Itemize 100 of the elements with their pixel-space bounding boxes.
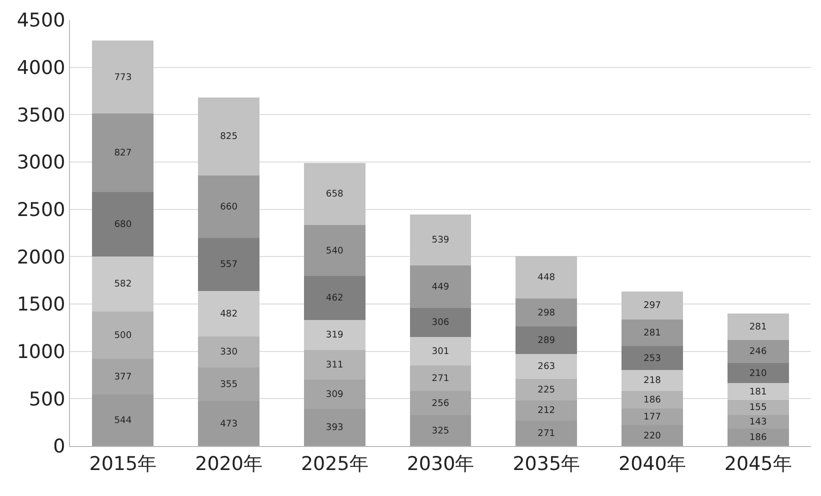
bar: [516, 354, 578, 379]
data-label: 473: [220, 419, 238, 430]
bar: [410, 308, 472, 337]
y-tick-label: 4000: [16, 56, 66, 79]
data-label: 827: [114, 148, 132, 159]
bar: [622, 320, 683, 346]
data-label: 773: [114, 72, 132, 83]
bar: [198, 290, 260, 336]
bar: [304, 350, 366, 380]
data-label: 500: [114, 330, 132, 341]
bar: [622, 390, 683, 408]
bar: [198, 238, 260, 291]
data-label: 271: [538, 428, 556, 439]
x-tick-label: 2015年: [89, 452, 157, 475]
x-tick-label: 2020年: [195, 452, 262, 475]
data-label: 298: [538, 308, 556, 318]
y-tick-label: 3500: [16, 104, 66, 126]
y-tick-label: 0: [53, 436, 66, 458]
data-label: 330: [220, 348, 238, 358]
data-label: 309: [326, 390, 344, 400]
data-label: 181: [749, 387, 767, 398]
data-label: 660: [220, 202, 238, 212]
y-tick-label: 3000: [16, 152, 66, 174]
data-label: 482: [220, 309, 238, 320]
x-tick-label: 2030年: [406, 452, 474, 475]
bar: [727, 363, 789, 384]
data-label: 263: [538, 362, 556, 372]
bar: [410, 336, 472, 366]
bar: [92, 311, 154, 359]
data-label: 289: [538, 336, 556, 346]
bar: [304, 225, 366, 276]
bar: [304, 162, 366, 226]
bar: [727, 383, 789, 400]
data-label: 253: [644, 354, 662, 364]
x-tick-label: 2025年: [300, 452, 368, 475]
bar: [410, 214, 472, 266]
bar: [516, 378, 578, 400]
bar: [727, 313, 789, 340]
y-tick-label: 1000: [16, 340, 66, 363]
bar: [198, 176, 260, 238]
data-label: 658: [326, 190, 344, 200]
bar: [304, 276, 366, 320]
data-label: 582: [114, 280, 132, 290]
data-label: 143: [749, 417, 767, 428]
data-label: 281: [749, 322, 767, 332]
x-tick-label: 2035年: [512, 452, 580, 475]
y-tick-label: 2500: [16, 198, 66, 221]
data-label: 393: [326, 423, 344, 434]
data-label: 325: [432, 426, 450, 436]
y-tick-label: 4500: [16, 10, 66, 32]
data-label: 186: [749, 432, 767, 443]
bar: [92, 256, 154, 312]
data-label: 297: [644, 301, 662, 312]
bar: [410, 365, 472, 391]
bar: [92, 114, 154, 192]
data-label: 186: [644, 395, 662, 406]
data-label: 544: [114, 416, 132, 426]
data-label: 212: [538, 406, 556, 416]
bar: [622, 370, 683, 391]
data-label: 301: [432, 346, 450, 357]
data-label: 306: [432, 318, 450, 328]
data-label: 449: [432, 282, 450, 292]
bar: [622, 346, 683, 370]
data-label: 281: [644, 328, 661, 339]
data-label: 311: [326, 360, 344, 371]
data-label: 177: [644, 412, 662, 422]
data-label: 155: [749, 403, 767, 414]
data-label: 319: [326, 330, 344, 341]
data-label: 210: [749, 368, 767, 379]
data-label: 256: [432, 398, 450, 409]
bar: [92, 40, 154, 114]
data-label: 246: [749, 347, 767, 358]
data-label: 825: [220, 132, 238, 142]
bar: [727, 400, 789, 415]
data-label: 225: [538, 385, 556, 396]
bar: [92, 192, 154, 256]
data-label: 540: [326, 246, 344, 256]
y-tick-label: 500: [28, 388, 66, 410]
data-label: 448: [538, 272, 556, 283]
data-label: 557: [220, 260, 238, 270]
bar: [516, 256, 578, 299]
data-label: 355: [220, 380, 238, 390]
y-tick-label: 1500: [16, 294, 66, 316]
data-label: 271: [432, 374, 450, 384]
data-label: 377: [114, 372, 132, 382]
bar: [622, 292, 683, 320]
bar: [516, 298, 578, 327]
y-tick-label: 2000: [16, 246, 66, 268]
data-label: 220: [644, 431, 662, 442]
bar: [410, 265, 472, 308]
data-label: 539: [432, 236, 450, 246]
data-label: 462: [326, 294, 344, 304]
data-label: 218: [644, 376, 662, 386]
x-tick-label: 2045年: [724, 452, 792, 475]
bar: [198, 97, 260, 176]
bar: [516, 326, 578, 354]
bar: [727, 340, 789, 364]
bar: [304, 320, 366, 350]
bar: [198, 336, 260, 368]
data-label: 680: [114, 220, 132, 230]
